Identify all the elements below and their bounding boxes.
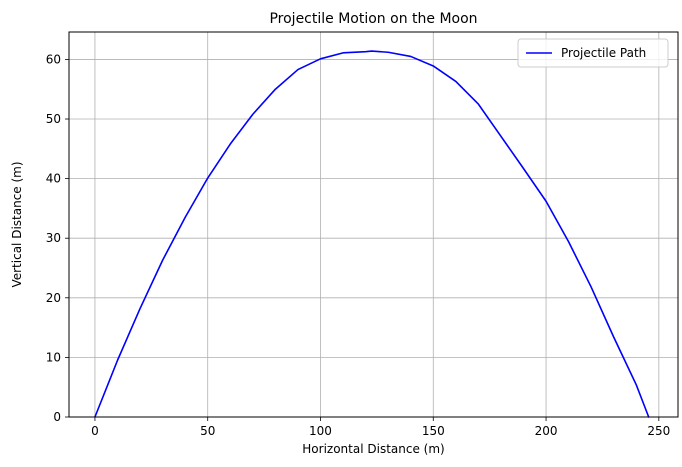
y-tick-label: 50 bbox=[46, 112, 61, 126]
y-tick-label: 0 bbox=[53, 410, 61, 424]
y-axis-ticks: 0 10 20 30 40 50 60 bbox=[46, 52, 69, 424]
plot-frame bbox=[68, 31, 679, 418]
y-tick-label: 60 bbox=[46, 52, 61, 66]
x-axis-title: Horizontal Distance (m) bbox=[302, 442, 444, 456]
y-tick-label: 10 bbox=[46, 350, 61, 364]
series-line-projectile-path bbox=[94, 50, 650, 418]
x-axis-ticks: 0 50 100 150 200 250 bbox=[91, 417, 670, 438]
chart-title: Projectile Motion on the Moon bbox=[269, 11, 477, 27]
x-tick-label: 50 bbox=[200, 424, 215, 438]
x-tick-label: 0 bbox=[91, 424, 99, 438]
legend-label: Projectile Path bbox=[561, 46, 646, 60]
y-tick-label: 20 bbox=[46, 291, 61, 305]
legend-box bbox=[517, 38, 669, 68]
series-layer bbox=[94, 50, 650, 418]
y-axis-title: Vertical Distance (m) bbox=[10, 161, 24, 287]
y-tick-label: 30 bbox=[46, 231, 61, 245]
y-tick-label: 40 bbox=[46, 172, 61, 186]
x-tick-label: 200 bbox=[535, 424, 558, 438]
plot-area bbox=[68, 31, 679, 418]
x-tick-label: 150 bbox=[422, 424, 445, 438]
legend: Projectile Path bbox=[517, 38, 669, 68]
x-tick-label: 100 bbox=[309, 424, 332, 438]
x-tick-label: 250 bbox=[647, 424, 670, 438]
grid bbox=[69, 32, 678, 418]
plot-background bbox=[69, 32, 678, 417]
